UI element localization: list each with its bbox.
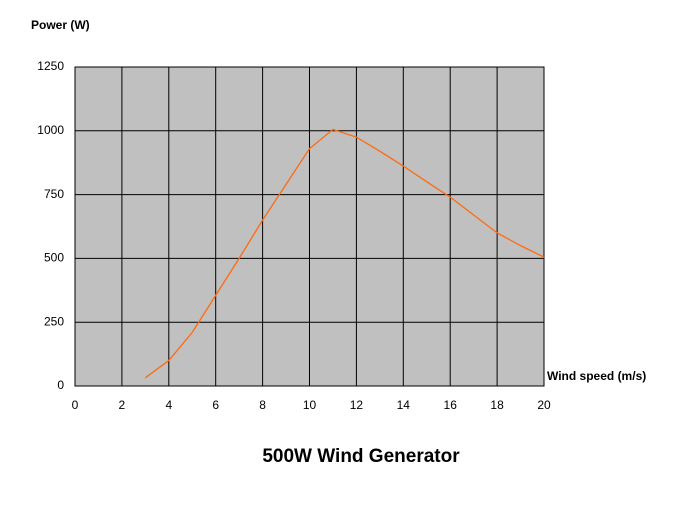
x-tick-label: 8 bbox=[259, 398, 266, 412]
y-tick-label: 750 bbox=[44, 187, 64, 201]
y-tick-label: 0 bbox=[57, 378, 64, 392]
y-tick-label: 1000 bbox=[37, 123, 64, 137]
x-tick-label: 6 bbox=[212, 398, 219, 412]
x-tick-label: 4 bbox=[165, 398, 172, 412]
x-tick-label: 18 bbox=[490, 398, 504, 412]
y-axis-label: Power (W) bbox=[31, 18, 90, 32]
x-tick-label: 12 bbox=[350, 398, 364, 412]
y-tick-label: 500 bbox=[44, 251, 64, 265]
x-tick-label: 14 bbox=[397, 398, 411, 412]
y-tick-label: 1250 bbox=[37, 59, 64, 73]
x-tick-label: 16 bbox=[444, 398, 458, 412]
y-tick-label: 250 bbox=[44, 314, 64, 328]
x-tick-label: 10 bbox=[303, 398, 317, 412]
chart-title: 500W Wind Generator bbox=[262, 446, 460, 467]
data-line bbox=[144, 128, 545, 379]
x-tick-label: 20 bbox=[537, 398, 551, 412]
x-tick-label: 2 bbox=[119, 398, 126, 412]
x-tick-label: 0 bbox=[72, 398, 79, 412]
x-axis-label: Wind speed (m/s) bbox=[547, 369, 646, 383]
